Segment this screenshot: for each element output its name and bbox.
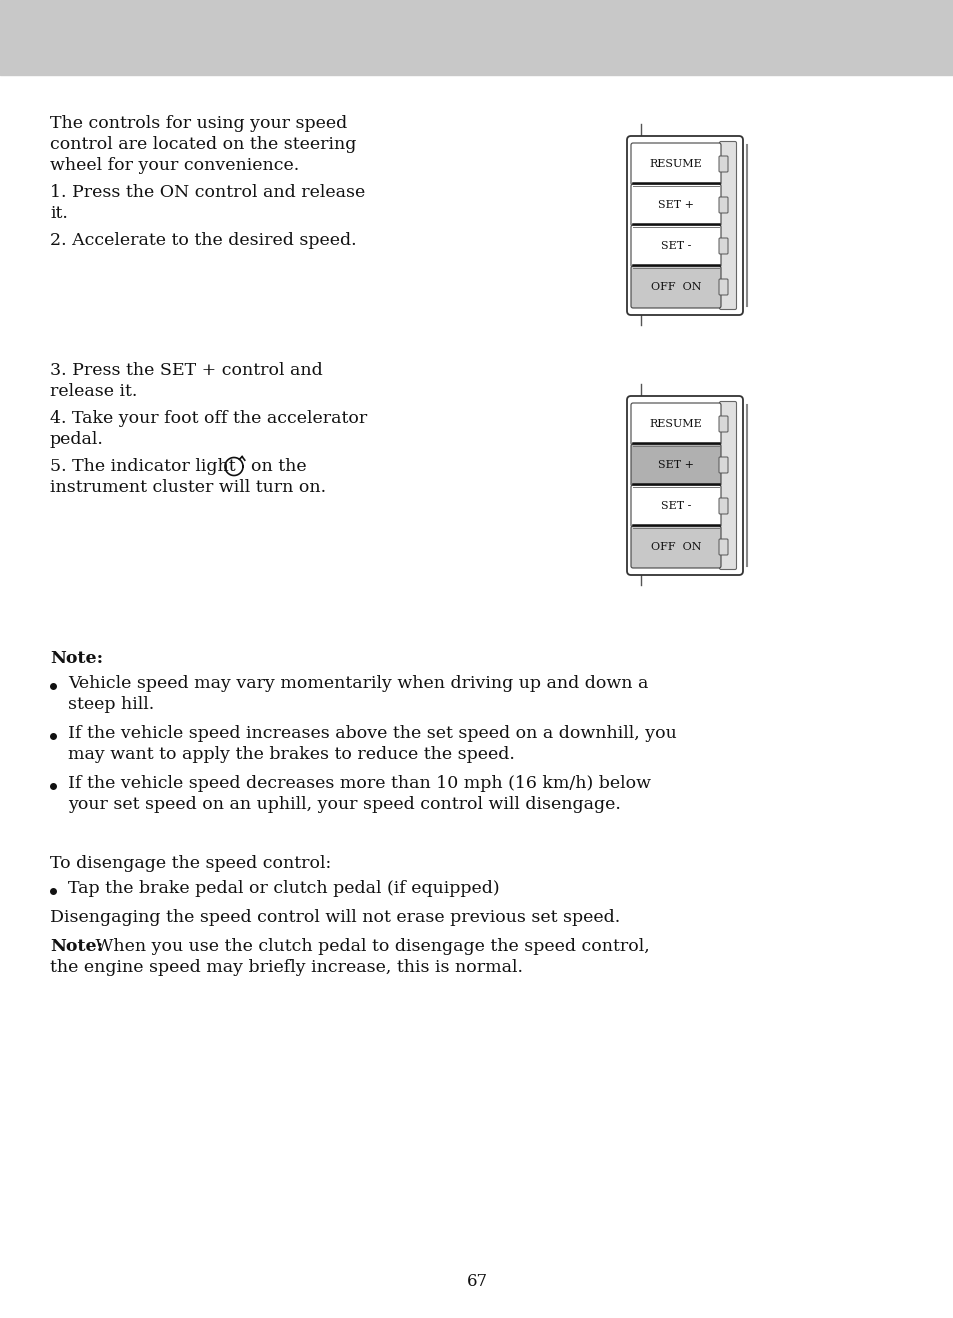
Text: Vehicle speed may vary momentarily when driving up and down a: Vehicle speed may vary momentarily when … bbox=[68, 675, 648, 692]
Text: 4. Take your foot off the accelerator: 4. Take your foot off the accelerator bbox=[50, 410, 367, 427]
FancyBboxPatch shape bbox=[630, 403, 720, 445]
Text: The controls for using your speed: The controls for using your speed bbox=[50, 115, 347, 132]
Text: it.: it. bbox=[50, 206, 68, 221]
Text: instrument cluster will turn on.: instrument cluster will turn on. bbox=[50, 478, 326, 496]
Text: SET -: SET - bbox=[660, 241, 691, 250]
FancyBboxPatch shape bbox=[719, 279, 727, 295]
Text: 67: 67 bbox=[466, 1273, 487, 1290]
FancyBboxPatch shape bbox=[719, 416, 727, 432]
Text: release it.: release it. bbox=[50, 384, 137, 399]
Text: RESUME: RESUME bbox=[649, 419, 701, 428]
FancyBboxPatch shape bbox=[719, 457, 727, 473]
Text: Note:: Note: bbox=[50, 650, 103, 667]
Text: Tap the brake pedal or clutch pedal (if equipped): Tap the brake pedal or clutch pedal (if … bbox=[68, 880, 499, 898]
FancyBboxPatch shape bbox=[719, 402, 736, 569]
FancyBboxPatch shape bbox=[630, 444, 720, 486]
Text: control are located on the steering: control are located on the steering bbox=[50, 136, 356, 153]
FancyBboxPatch shape bbox=[630, 225, 720, 268]
Text: Note:: Note: bbox=[50, 938, 103, 956]
FancyBboxPatch shape bbox=[719, 196, 727, 214]
FancyBboxPatch shape bbox=[630, 185, 720, 225]
Text: wheel for your convenience.: wheel for your convenience. bbox=[50, 157, 299, 174]
FancyBboxPatch shape bbox=[719, 156, 727, 173]
Text: 1. Press the ON control and release: 1. Press the ON control and release bbox=[50, 185, 365, 202]
Text: 5. The indicator light: 5. The indicator light bbox=[50, 457, 235, 474]
Text: To disengage the speed control:: To disengage the speed control: bbox=[50, 855, 331, 873]
Text: your set speed on an uphill, your speed control will disengage.: your set speed on an uphill, your speed … bbox=[68, 796, 620, 813]
FancyBboxPatch shape bbox=[630, 266, 720, 308]
FancyBboxPatch shape bbox=[630, 142, 720, 185]
Text: RESUME: RESUME bbox=[649, 159, 701, 169]
Text: OFF  ON: OFF ON bbox=[650, 282, 700, 293]
FancyBboxPatch shape bbox=[719, 498, 727, 514]
FancyBboxPatch shape bbox=[719, 141, 736, 310]
FancyBboxPatch shape bbox=[626, 136, 742, 315]
Text: 3. Press the SET + control and: 3. Press the SET + control and bbox=[50, 362, 322, 380]
FancyBboxPatch shape bbox=[719, 539, 727, 555]
FancyBboxPatch shape bbox=[626, 395, 742, 575]
Bar bbox=[0, 0, 953, 75]
Text: When you use the clutch pedal to disengage the speed control,: When you use the clutch pedal to disenga… bbox=[90, 938, 649, 956]
Text: on the: on the bbox=[251, 457, 306, 474]
Text: OFF  ON: OFF ON bbox=[650, 542, 700, 552]
Text: If the vehicle speed increases above the set speed on a downhill, you: If the vehicle speed increases above the… bbox=[68, 725, 676, 742]
Text: may want to apply the brakes to reduce the speed.: may want to apply the brakes to reduce t… bbox=[68, 746, 515, 763]
FancyBboxPatch shape bbox=[630, 526, 720, 568]
Text: SET +: SET + bbox=[658, 200, 693, 210]
Text: pedal.: pedal. bbox=[50, 431, 104, 448]
Text: the engine speed may briefly increase, this is normal.: the engine speed may briefly increase, t… bbox=[50, 960, 522, 977]
Text: 2. Accelerate to the desired speed.: 2. Accelerate to the desired speed. bbox=[50, 232, 356, 249]
FancyBboxPatch shape bbox=[630, 485, 720, 527]
Text: If the vehicle speed decreases more than 10 mph (16 km/h) below: If the vehicle speed decreases more than… bbox=[68, 775, 650, 792]
Text: SET -: SET - bbox=[660, 501, 691, 511]
FancyBboxPatch shape bbox=[719, 239, 727, 254]
Text: Disengaging the speed control will not erase previous set speed.: Disengaging the speed control will not e… bbox=[50, 909, 619, 927]
Text: steep hill.: steep hill. bbox=[68, 696, 154, 713]
Text: SET +: SET + bbox=[658, 460, 693, 471]
